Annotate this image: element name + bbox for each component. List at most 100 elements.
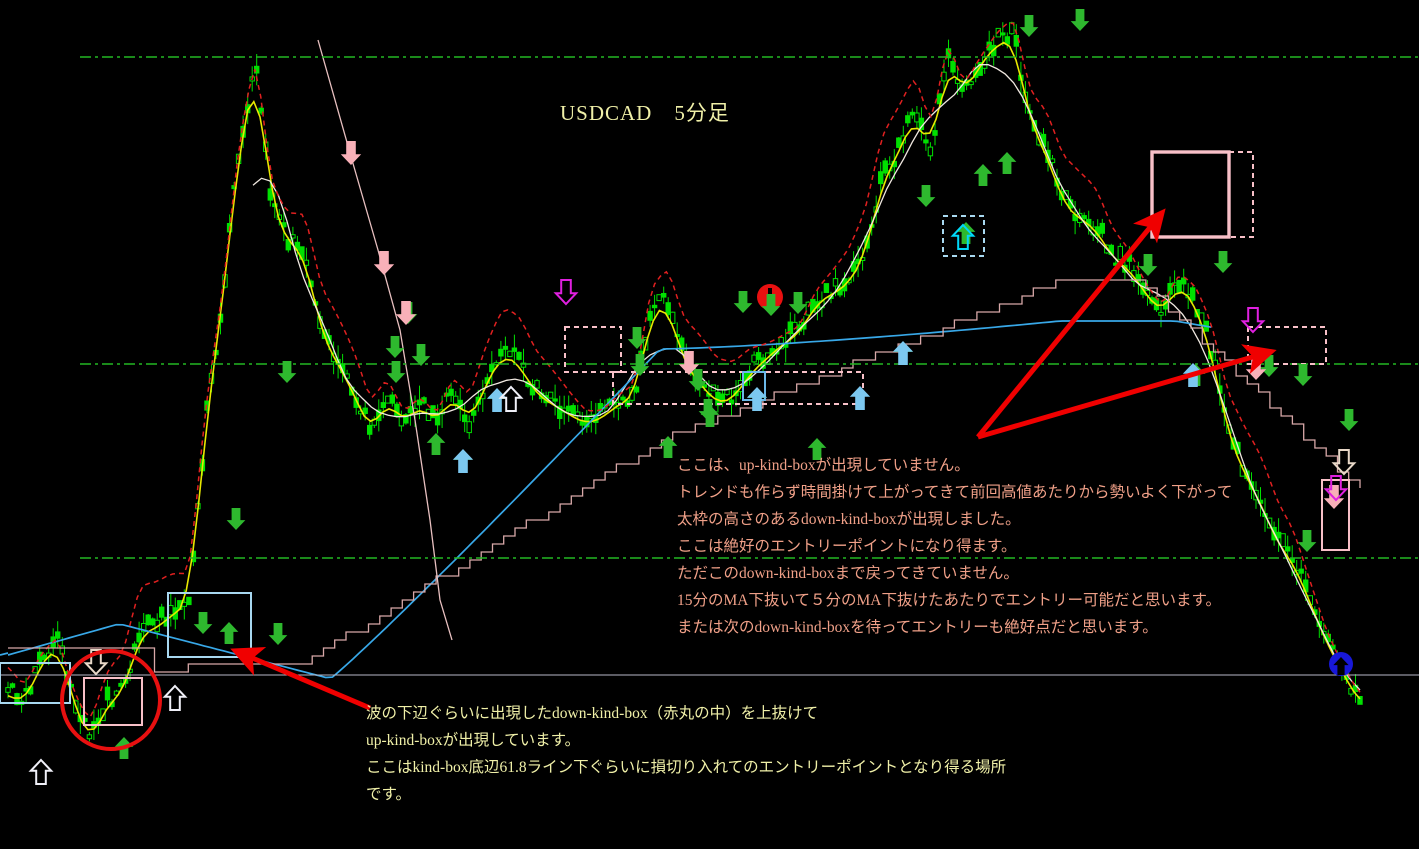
green-down-arrow-19[interactable] xyxy=(1213,251,1233,273)
candle-body xyxy=(9,683,16,688)
candle-body xyxy=(1000,32,1006,36)
candle-body xyxy=(141,623,147,633)
red-arrow-to-up-kind-box[interactable] xyxy=(230,647,371,711)
candle-body xyxy=(1081,215,1087,220)
candle-body xyxy=(1013,35,1019,47)
candle-body xyxy=(186,596,192,606)
red-circle-highlight[interactable] xyxy=(60,649,162,751)
candle-body xyxy=(498,348,504,357)
green-up-arrow-12[interactable] xyxy=(973,164,993,186)
green-down-arrow-2[interactable] xyxy=(226,508,246,530)
candle-body xyxy=(579,421,585,426)
green-down-arrow-21[interactable] xyxy=(1293,364,1313,386)
green-up-arrow-3[interactable] xyxy=(426,433,446,455)
green-down-arrow-14[interactable] xyxy=(788,292,808,314)
candle-body xyxy=(1176,279,1182,294)
pink-down-arrow-2[interactable] xyxy=(373,251,395,275)
green-down-arrow-10[interactable] xyxy=(630,354,650,376)
annotation-lower-line-4: です。 xyxy=(366,786,411,803)
candle-body xyxy=(896,137,902,148)
green-down-arrow-16[interactable] xyxy=(1019,15,1039,37)
green-up-arrow-6[interactable] xyxy=(658,436,678,458)
green-down-arrow-9[interactable] xyxy=(627,327,647,349)
white-outline-down-arrow-1[interactable] xyxy=(83,649,109,676)
candle-body xyxy=(823,283,830,294)
magenta-outline-down-arrow-3[interactable] xyxy=(1323,475,1349,502)
blue-up-arrow-1[interactable] xyxy=(486,388,508,412)
green-down-arrow-13[interactable] xyxy=(733,291,753,313)
candle-body xyxy=(520,362,527,368)
magenta-outline-down-arrow-2[interactable] xyxy=(1240,307,1266,334)
green-down-arrow-17[interactable] xyxy=(1070,9,1090,31)
candle-body xyxy=(416,399,423,406)
up-kind-box-2[interactable] xyxy=(167,592,252,658)
candle-body xyxy=(878,171,884,185)
sar-pink-step-line xyxy=(8,279,1361,673)
pink-down-arrow-4[interactable] xyxy=(678,351,700,375)
candle-body xyxy=(516,351,522,360)
annotation-lower-line-3: ここはkind-box底辺61.8ライン下ぐらいに損切り入れてのエントリーポイン… xyxy=(366,759,1007,776)
green-down-arrow-5[interactable] xyxy=(385,336,405,358)
white-outline-up-arrow-1[interactable] xyxy=(28,758,54,785)
candle-body xyxy=(398,415,405,427)
candle-body xyxy=(751,354,757,363)
red-arrow-to-entry[interactable] xyxy=(977,344,1277,440)
candle-body xyxy=(168,605,174,616)
white-outline-down-arrow-2[interactable] xyxy=(1331,449,1357,476)
candle-body xyxy=(719,393,726,403)
ma-yellow-line xyxy=(7,41,1361,731)
candle-body xyxy=(389,394,396,404)
green-down-arrow-23[interactable] xyxy=(1339,409,1359,431)
up-kind-box[interactable] xyxy=(0,662,71,704)
blue-up-arrow-3[interactable] xyxy=(746,387,768,411)
annotation-upper-line-1: ここは、up-kind-boxが出現していません。 xyxy=(677,457,970,474)
green-down-arrow-11[interactable] xyxy=(688,369,708,391)
cyan-outline-up-arrow-1[interactable] xyxy=(950,223,976,250)
candle-body xyxy=(453,395,459,405)
blue-up-arrow-5[interactable] xyxy=(892,341,914,365)
green-down-arrow-1[interactable] xyxy=(277,361,297,383)
down-kind-box-thick-extension[interactable] xyxy=(1228,151,1254,238)
green-down-arrow-8[interactable] xyxy=(411,344,431,366)
pink-down-arrow-3[interactable] xyxy=(395,301,417,325)
candle-body xyxy=(462,414,468,423)
white-outline-up-arrow-3[interactable] xyxy=(498,385,524,412)
candle-body xyxy=(534,380,540,389)
magenta-outline-down-arrow-1[interactable] xyxy=(553,279,579,306)
down-kind-box-right[interactable] xyxy=(1321,479,1350,551)
candle-body xyxy=(968,81,974,86)
green-up-arrow-9[interactable] xyxy=(807,438,827,460)
green-up-arrow-13[interactable] xyxy=(997,152,1017,174)
down-kind-box-red-circle[interactable] xyxy=(83,677,143,726)
blue-up-arrow-2[interactable] xyxy=(452,449,474,473)
annotation-upper-line-5: ただこのdown-kind-boxまで戻ってきていません。 xyxy=(677,565,1019,582)
green-down-arrow-3[interactable] xyxy=(268,623,288,645)
green-up-arrow-1[interactable] xyxy=(219,622,239,644)
green-down-arrow-18[interactable] xyxy=(1138,254,1158,276)
candle-body xyxy=(55,631,61,639)
up-kind-box-dashed-3[interactable] xyxy=(942,215,985,257)
candle-body xyxy=(1280,533,1286,548)
red-arrow-to-down-kind-box[interactable] xyxy=(976,208,1166,439)
down-kind-box-dashed-2[interactable] xyxy=(612,371,864,405)
sar-pink-fragment xyxy=(317,39,453,641)
annotation-block-lower: 波の下辺ぐらいに出現したdown-kind-box（赤丸の中）を上抜けて up-k… xyxy=(366,700,1006,808)
ma-white-line xyxy=(252,63,1361,691)
candle-body xyxy=(131,643,138,650)
down-kind-box-dashed-1[interactable] xyxy=(564,326,622,373)
pink-down-arrow-1[interactable] xyxy=(340,141,362,165)
white-outline-up-arrow-2[interactable] xyxy=(162,684,188,711)
green-down-arrow-15[interactable] xyxy=(916,185,936,207)
green-down-arrow-22[interactable] xyxy=(1297,530,1317,552)
candle-body xyxy=(1117,245,1123,260)
green-down-arrow-in-red-circle[interactable] xyxy=(761,294,781,316)
candle-body xyxy=(1167,283,1173,295)
green-up-arrow-7[interactable] xyxy=(700,405,720,427)
green-down-arrow-6[interactable] xyxy=(386,361,406,383)
blue-up-arrow-4[interactable] xyxy=(849,386,871,410)
green-down-arrow-4[interactable] xyxy=(193,612,213,634)
candle-body xyxy=(380,402,387,409)
candle-body xyxy=(1099,222,1105,234)
blue-circle-marker-glyph[interactable] xyxy=(1333,657,1349,675)
